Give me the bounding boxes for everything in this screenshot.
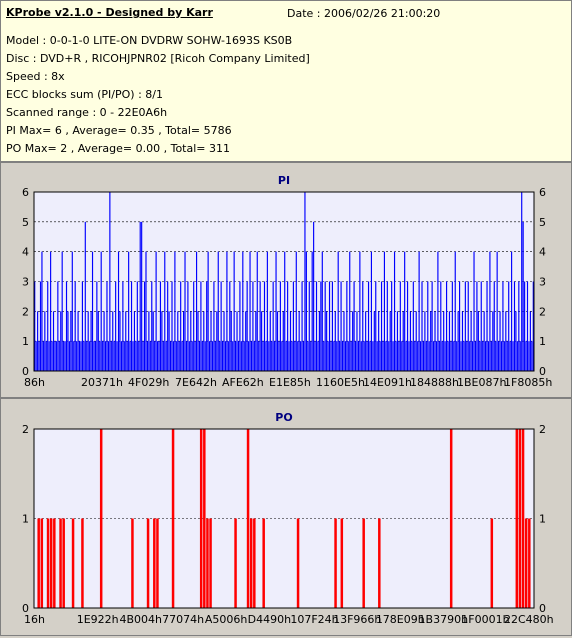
pi-ytick-label-right: 2 <box>539 305 546 318</box>
pi-xtick-label: 1160E5h <box>316 376 365 389</box>
info-panel: KProbe v2.1.0 - Designed by Karr Date : … <box>0 0 572 162</box>
po-xtick-label: A5006h <box>205 613 248 626</box>
po-xtick-label: 4B004h <box>119 613 162 626</box>
po-xtick-label: 178E09h <box>376 613 425 626</box>
app-title: KProbe v2.1.0 - Designed by Karr <box>6 6 213 19</box>
po-ytick-label-left: 2 <box>22 423 29 436</box>
info-model: Model : 0-0-1-0 LITE-ON DVDRW SOHW-1693S… <box>6 34 293 47</box>
pi-xtick-label: 86h <box>24 376 45 389</box>
po-ytick-label-left: 0 <box>22 602 29 615</box>
po-chart-panel: PO 0 0 1 1 2 2 16h 1E922h 4B004h 77074h A5006h D4490… <box>0 398 572 636</box>
pi-xtick-label: 1F8085h <box>504 376 552 389</box>
po-xtick-label: 1E922h <box>77 613 119 626</box>
pi-ytick-label-right: 4 <box>539 246 546 259</box>
pi-ytick-label-left: 3 <box>22 276 29 289</box>
pi-chart: PI 0 0 1 1 2 2 3 3 4 4 5 5 6 6 86h 20371h 4F029h 7E642h AFE… <box>22 174 552 389</box>
po-ytick-label-right: 0 <box>539 602 546 615</box>
po-xtick-label: 107F24h <box>290 613 338 626</box>
pi-xtick-label: 20371h <box>81 376 123 389</box>
po-xtick-label: D4490h <box>248 613 291 626</box>
pi-ytick-label-right: 1 <box>539 335 546 348</box>
po-ytick-label-left: 1 <box>22 513 29 526</box>
pi-ytick-label-right: 6 <box>539 186 546 199</box>
po-xtick-label: 1F0001h <box>461 613 509 626</box>
info-ecc-blocks: ECC blocks sum (PI/PO) : 8/1 <box>6 88 163 101</box>
pi-xtick-label: AFE62h <box>222 376 264 389</box>
pi-xtick-label: 14E091h <box>363 376 412 389</box>
po-plot-frame <box>33 428 535 609</box>
po-chart-title: PO <box>275 411 292 424</box>
pi-ytick-label-left: 2 <box>22 305 29 318</box>
pi-xtick-label: 4F029h <box>128 376 169 389</box>
pi-chart-panel: PI 0 0 1 1 2 2 3 3 4 4 5 5 6 6 86h 20371h 4F029h 7E642h AFE… <box>0 162 572 398</box>
pi-chart-title: PI <box>278 174 290 187</box>
pi-ytick-label-right: 0 <box>539 365 546 378</box>
po-ytick-label-right: 1 <box>539 513 546 526</box>
pi-xtick-label: 184888h <box>410 376 459 389</box>
info-scanned-range: Scanned range : 0 - 22E0A6h <box>6 106 168 119</box>
po-xtick-label: 1B3790h <box>419 613 469 626</box>
pi-ytick-label-left: 6 <box>22 186 29 199</box>
po-xtick-label: 22C480h <box>504 613 554 626</box>
pi-ytick-label-left: 5 <box>22 216 29 229</box>
pi-ytick-label-left: 0 <box>22 365 29 378</box>
pi-plot-frame <box>33 191 535 372</box>
po-xtick-label: 16h <box>24 613 45 626</box>
pi-ytick-label-right: 3 <box>539 276 546 289</box>
info-speed: Speed : 8x <box>6 70 65 83</box>
po-xtick-label: 77074h <box>162 613 204 626</box>
pi-ytick-label-right: 5 <box>539 216 546 229</box>
po-xtick-label: 13F966h <box>333 613 381 626</box>
pi-xtick-label: E1E85h <box>269 376 311 389</box>
po-chart: PO 0 0 1 1 2 2 16h 1E922h 4B004h 77074h A5006h D4490… <box>22 411 554 626</box>
scan-date: Date : 2006/02/26 21:00:20 <box>287 7 441 20</box>
info-po-stats: PO Max= 2 , Average= 0.00 , Total= 311 <box>6 142 230 155</box>
pi-xtick-label: 1BE087h <box>457 376 506 389</box>
po-ytick-label-right: 2 <box>539 423 546 436</box>
pi-xtick-label: 7E642h <box>175 376 217 389</box>
pi-ytick-label-left: 1 <box>22 335 29 348</box>
info-disc: Disc : DVD+R , RICOHJPNR02 [Ricoh Compan… <box>6 52 310 65</box>
pi-ytick-label-left: 4 <box>22 246 29 259</box>
info-pi-stats: PI Max= 6 , Average= 0.35 , Total= 5786 <box>6 124 232 137</box>
